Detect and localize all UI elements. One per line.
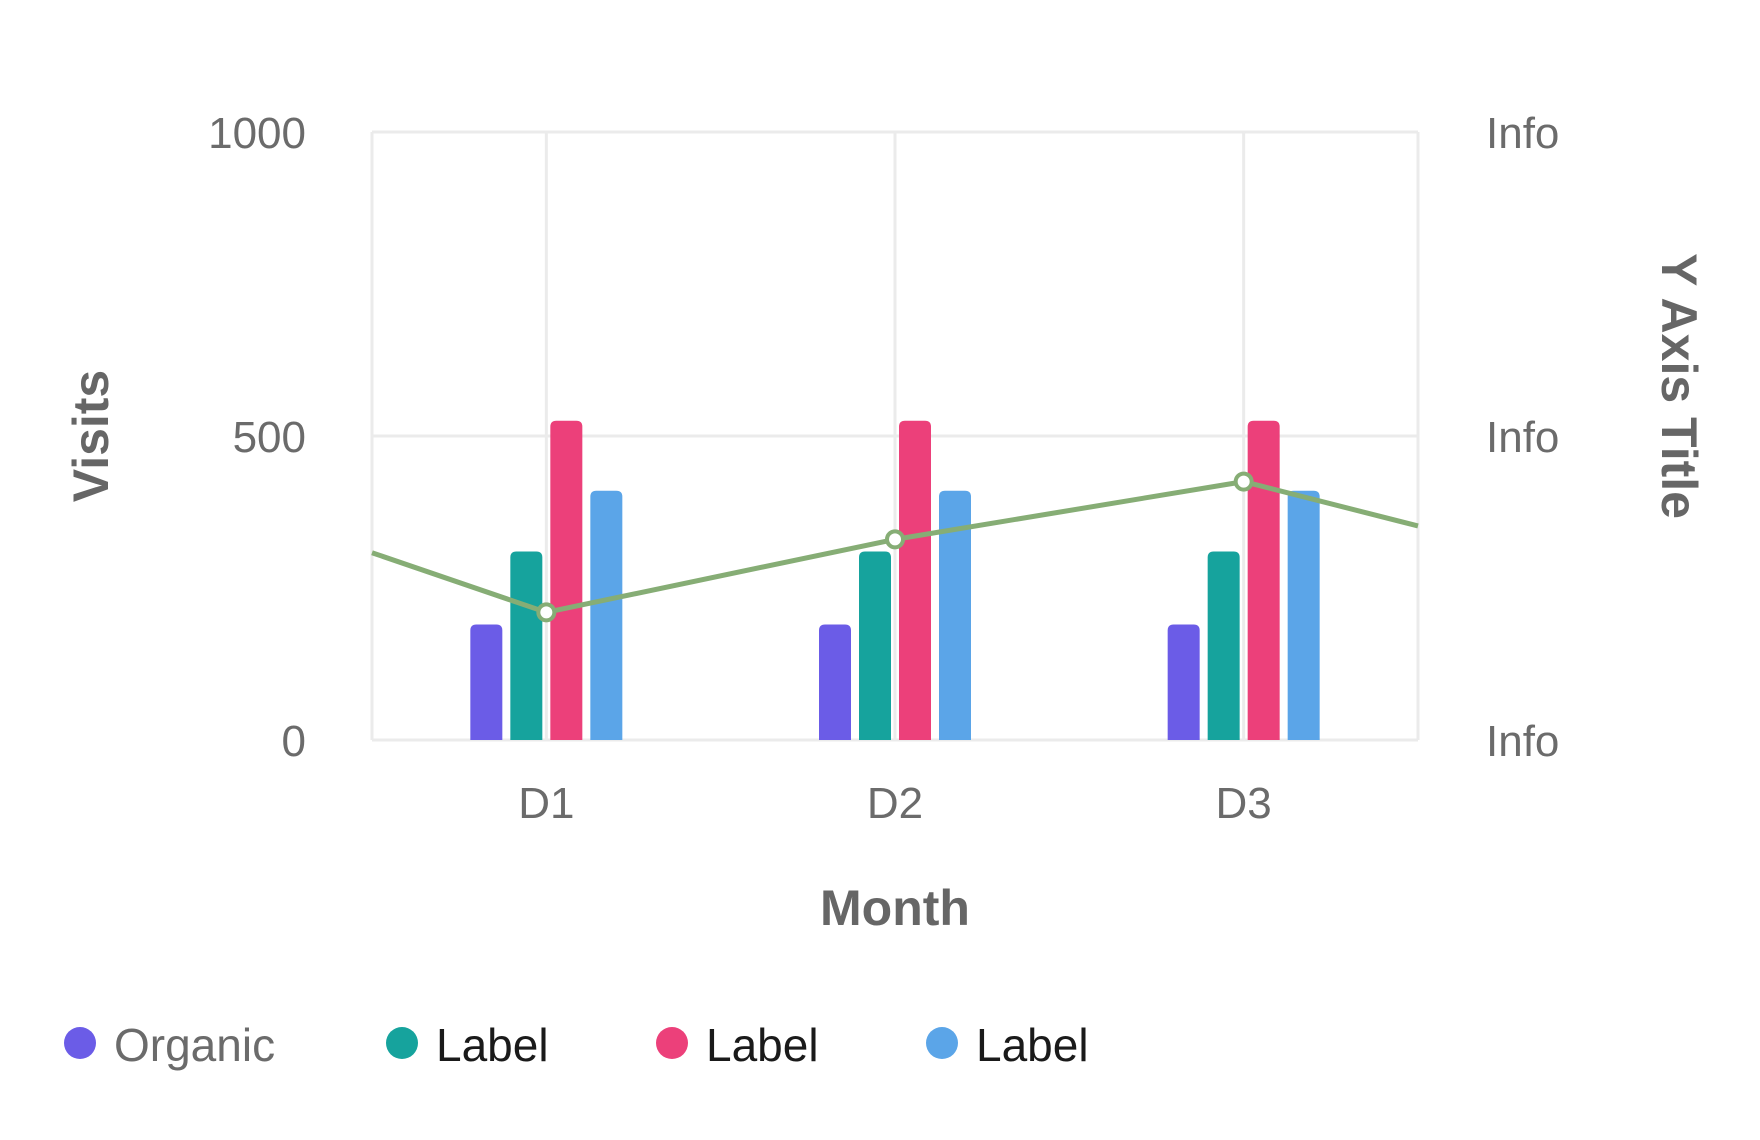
legend-label: Label	[706, 1019, 819, 1071]
bar	[859, 551, 891, 740]
bar	[470, 624, 503, 740]
bar	[819, 624, 851, 740]
bar	[939, 490, 971, 740]
y2-tick-label: Info	[1486, 413, 1559, 462]
legend-marker	[656, 1027, 688, 1059]
x-tick-label: D3	[1216, 779, 1272, 828]
line-point	[1233, 471, 1254, 492]
y-tick-label: 0	[282, 717, 306, 766]
bars-layer	[470, 420, 1320, 740]
y-axis-title: Visits	[63, 370, 119, 503]
y2-axis-title: Y Axis Title	[1651, 253, 1707, 519]
bar	[1167, 624, 1200, 740]
legend-item: Organic	[64, 1019, 275, 1071]
legend-marker	[64, 1027, 96, 1059]
legend-label: Organic	[114, 1019, 275, 1071]
line-layer	[371, 471, 1419, 623]
bar	[590, 490, 623, 740]
legend-marker	[926, 1027, 958, 1059]
bar	[1287, 490, 1320, 740]
bar	[1247, 420, 1280, 740]
legend-item: Label	[656, 1019, 819, 1071]
axis-layer: Month Visits Y Axis Title 0 Info 500 Info 10…	[63, 109, 1707, 936]
x-tick-label: D2	[867, 779, 923, 828]
bar	[510, 551, 543, 740]
legend-marker	[386, 1027, 418, 1059]
legend-item: Label	[926, 1019, 1089, 1071]
legend-label: Label	[976, 1019, 1089, 1071]
legend-item: Label	[386, 1019, 549, 1071]
x-tick-label: D1	[518, 779, 574, 828]
y2-tick-label: Info	[1486, 717, 1559, 766]
y2-tick-label: Info	[1486, 109, 1559, 158]
y-tick-label: 500	[233, 413, 306, 462]
bar	[1207, 551, 1240, 740]
y-tick-label: 1000	[208, 109, 306, 158]
x-axis-title: Month	[820, 880, 970, 936]
grid-layer	[370, 130, 1420, 742]
legend-label: Label	[436, 1019, 549, 1071]
line-point	[885, 529, 905, 550]
legend: Organic Label Label Label	[64, 1019, 1089, 1071]
line-point	[536, 602, 557, 623]
bar	[899, 420, 931, 740]
bar	[550, 420, 583, 740]
